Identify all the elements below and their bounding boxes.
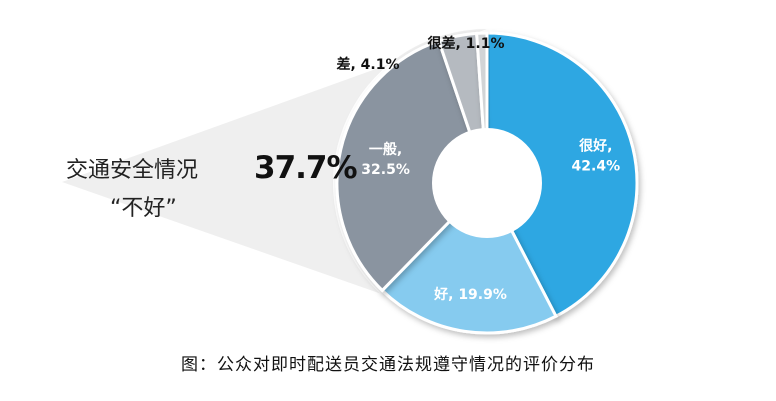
callout-subtitle: “不好”: [110, 196, 177, 221]
callout-value: 37.7%: [254, 150, 358, 186]
slice-group: [335, 31, 639, 335]
label-group: 很好, 42.4% 好, 19.9% 一般, 32.5% 差, 4.1% 很差, 1.1%: [336, 35, 620, 303]
data-label-3: 一般, 32.5%: [361, 141, 410, 178]
data-label-1: 很好, 42.4%: [572, 138, 621, 175]
slice-1: [485, 31, 639, 319]
callout-title: 交通安全情况: [66, 158, 199, 183]
callout-wedge: [62, 29, 487, 294]
data-label-2: 好, 19.9%: [433, 286, 507, 303]
slice-2: [380, 180, 558, 335]
data-label-5: 很差, 1.1%: [427, 35, 504, 52]
data-label-4: 差, 4.1%: [336, 56, 399, 73]
slice-3: [335, 39, 489, 293]
figure-caption: 图：公众对即时配送员交通法规遵守情况的评价分布: [181, 355, 595, 375]
donut-hole: [432, 128, 542, 238]
